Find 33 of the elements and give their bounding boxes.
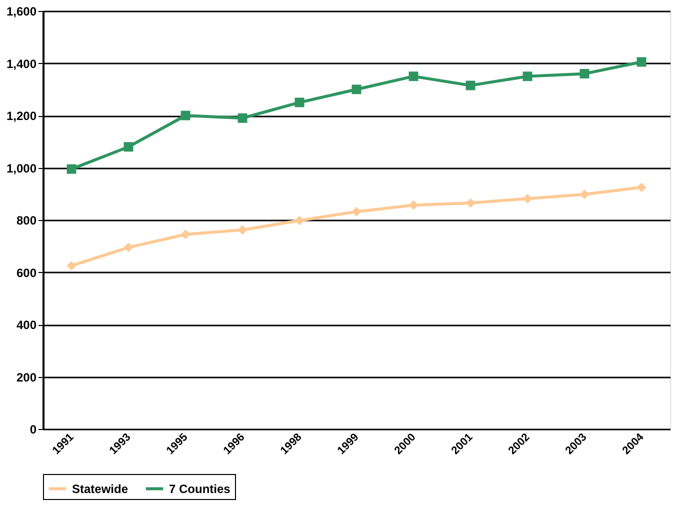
point xyxy=(238,225,248,235)
point xyxy=(636,57,646,67)
point xyxy=(466,80,476,90)
point xyxy=(352,206,362,216)
point xyxy=(294,216,304,226)
point xyxy=(466,198,476,208)
point xyxy=(180,110,190,120)
y-tick-label: 800 xyxy=(16,214,37,228)
point xyxy=(66,164,76,174)
y-tick-label: 1,200 xyxy=(6,109,37,123)
point xyxy=(408,200,418,210)
point xyxy=(180,230,190,240)
y-tick-label: 1,400 xyxy=(6,56,37,71)
point xyxy=(124,142,134,152)
point xyxy=(580,190,590,200)
point xyxy=(124,242,134,252)
point xyxy=(294,98,304,108)
y-tick-label: 1,600 xyxy=(6,4,37,18)
point xyxy=(408,72,418,82)
point xyxy=(238,113,248,123)
y-tick-label: 400 xyxy=(16,318,37,332)
point xyxy=(522,194,532,204)
y-tick-label: 200 xyxy=(16,370,37,384)
y-tick-label: 600 xyxy=(16,266,37,280)
point xyxy=(636,182,646,192)
point xyxy=(522,72,532,82)
legend-label: Statewide xyxy=(72,482,128,496)
point xyxy=(352,84,362,94)
legend-label: 7 Counties xyxy=(169,482,231,496)
point xyxy=(580,68,590,78)
point xyxy=(66,260,76,270)
y-tick-label: 0 xyxy=(30,422,37,436)
y-tick-label: 1,000 xyxy=(6,161,37,176)
